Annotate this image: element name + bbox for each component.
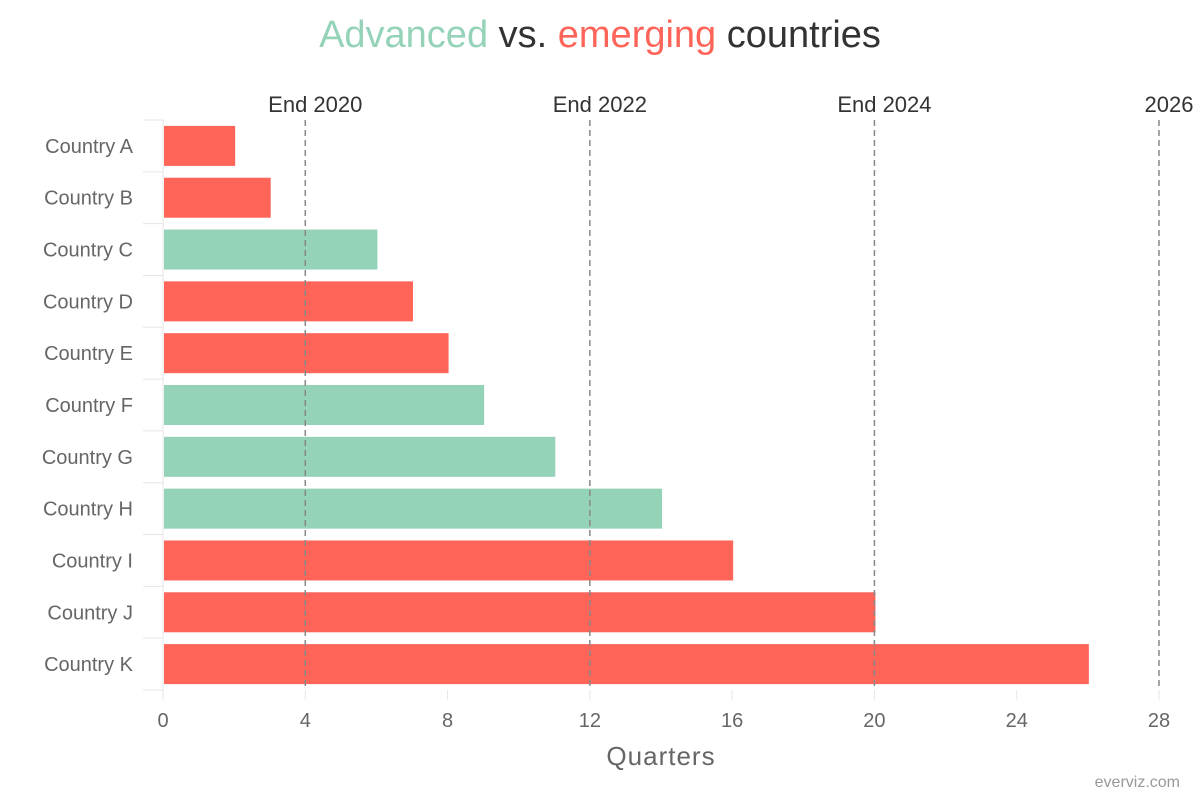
chart-title-part: countries: [716, 14, 881, 56]
x-tick-label: 16: [721, 710, 743, 732]
x-tick-label: 4: [300, 710, 311, 732]
category-label: Country B: [44, 188, 133, 210]
category-label: Country A: [45, 136, 133, 158]
plot-line-label: End 2024: [837, 92, 931, 117]
category-label: Country H: [43, 499, 133, 521]
bar-advanced: [164, 385, 485, 425]
chart-title-part: emerging: [557, 14, 717, 56]
bar-emerging: [164, 592, 876, 633]
x-tick-label: 12: [579, 710, 601, 732]
plot-line-label: 2026: [1145, 92, 1194, 117]
credits-link[interactable]: everviz.com: [1094, 774, 1180, 791]
bar-emerging: [164, 644, 1089, 685]
category-label: Country K: [44, 654, 134, 676]
chart-title-part: Advanced: [319, 14, 489, 56]
chart-title-part: vs.: [488, 14, 558, 56]
category-label: Country I: [52, 550, 133, 572]
x-tick-label: 20: [863, 710, 885, 732]
bar-emerging: [164, 281, 413, 322]
x-tick-label: 28: [1148, 710, 1170, 732]
x-tick-label: 0: [157, 710, 168, 732]
bars-layer: [164, 125, 1089, 685]
labels-layer: Country A Country B Country C Country D Coun…: [42, 92, 1194, 771]
category-label: Country F: [45, 395, 133, 417]
x-axis-title: Quarters: [606, 741, 715, 771]
plot-lines-layer: [304, 120, 1160, 690]
axis-layer: [143, 119, 1160, 700]
chart-title: Advanced vs. emerging countries: [0, 14, 1200, 57]
bar-emerging: [164, 333, 449, 374]
bar-emerging: [164, 540, 734, 581]
bar-advanced: [164, 436, 556, 477]
bar-emerging: [164, 177, 271, 218]
x-tick-label: 24: [1006, 710, 1028, 732]
plot-line-label: End 2020: [268, 92, 362, 117]
category-label: Country D: [43, 291, 133, 313]
plot-line-label: End 2022: [553, 92, 647, 117]
bar-emerging: [164, 125, 236, 166]
x-tick-label: 8: [442, 710, 453, 732]
category-label: Country G: [42, 447, 133, 469]
category-label: Country E: [44, 343, 133, 365]
category-label: Country C: [43, 240, 133, 262]
category-label: Country J: [47, 602, 133, 624]
bar-advanced: [164, 488, 662, 529]
bar-advanced: [164, 229, 378, 270]
